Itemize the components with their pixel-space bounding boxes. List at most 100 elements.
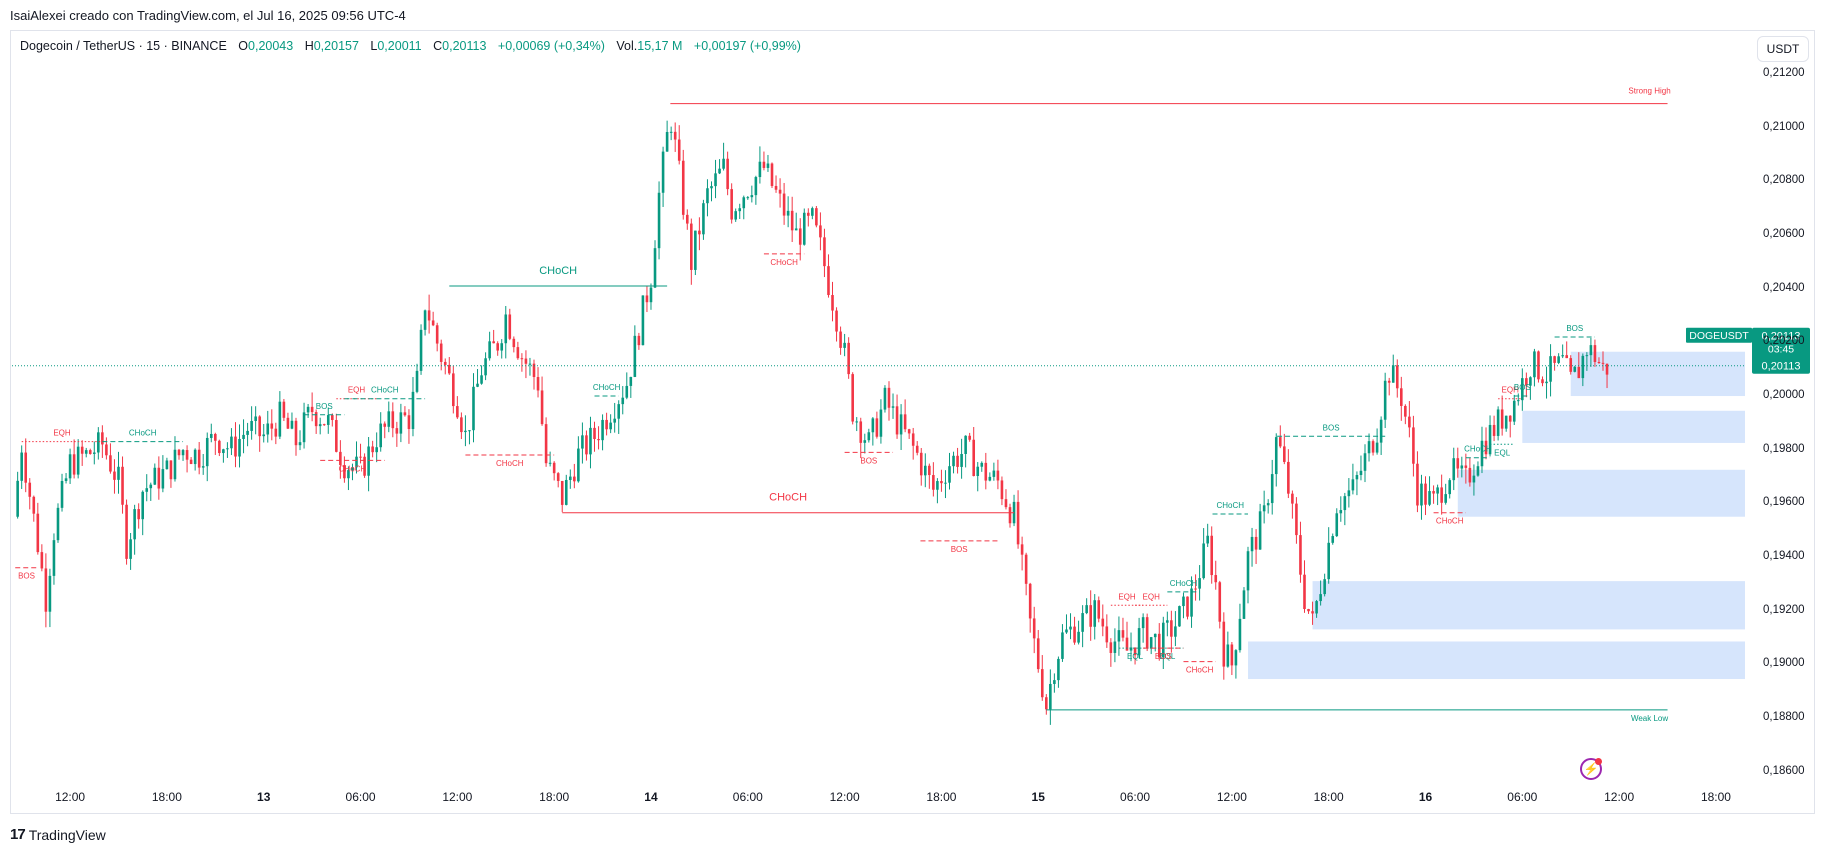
candle-body [1351,479,1355,491]
candle-body [984,462,988,481]
candle-body [1101,618,1105,627]
price-axis-label: 0,19800 [1763,442,1805,455]
candle-body [1234,650,1238,666]
candle-body [40,552,44,569]
candle-body [290,420,294,429]
candle-body [476,383,479,387]
alert-flash-icon[interactable]: ⚡ [1580,758,1602,780]
candle-body [294,420,298,446]
candle-body [1412,427,1415,464]
candle-body [1311,611,1314,614]
candle-body [972,439,976,477]
candle-body [169,460,173,480]
candle-body [1436,487,1439,494]
candle-body [996,470,1000,481]
candle-body [1250,536,1254,552]
candle-body [318,424,322,427]
candle-body [936,481,939,490]
candle-body [439,343,443,362]
close-label: C [433,39,443,53]
candle-body [1585,355,1589,357]
candle-body [1500,409,1504,429]
candle-body [20,452,23,481]
candle-body [1242,590,1246,619]
candle-body [32,496,36,514]
symbol-title[interactable]: Dogecoin / TetherUS · 15 · BINANCE [20,39,227,53]
candle-body [782,193,786,216]
candle-body [1331,536,1335,543]
candle-body [823,237,826,267]
candle-body [1105,626,1109,643]
candle-body [774,185,778,190]
structure-label: BOS [860,456,877,465]
candle-body [326,415,330,425]
candle-body [1157,633,1161,658]
candle-body [480,375,483,384]
candle-body [1581,355,1585,379]
price-axis-label: 0,19000 [1763,657,1805,670]
close-value: 0,20113 [442,39,487,53]
candle-body [1440,487,1443,503]
chart-frame [10,30,1815,814]
price-axis-label: 0,20800 [1763,174,1805,187]
candle-body [1529,377,1532,386]
candle-body [1129,647,1133,651]
candle-body [657,192,661,249]
currency-button[interactable]: USDT [1757,36,1809,62]
candle-body [1230,644,1234,666]
candle-body [1512,400,1516,422]
candle-body [528,363,532,365]
candle-body [548,462,552,464]
candle-body [819,225,822,238]
candle-body [706,188,709,204]
open-label: O [238,39,249,53]
candle-body [1238,618,1242,651]
candle-body [1254,536,1258,550]
candle-body [351,467,354,471]
candle-body [589,427,592,455]
candle-body [629,376,633,386]
candle-body [1492,424,1496,436]
time-axis-label: 14 [644,790,658,804]
candle-body [560,480,564,505]
candle-body [335,420,338,452]
candle-body [952,455,955,467]
structure-label: CHoCH [339,464,367,473]
candle-body [488,341,491,359]
candle-body [1133,647,1137,656]
candle-body [1109,642,1113,653]
structure-label: CHoCH [769,492,807,504]
candle-body [573,476,576,482]
candle-body [802,212,806,245]
candle-body [718,168,721,174]
candle-body [1202,543,1205,579]
candle-body [645,295,649,303]
candle-body [948,466,951,483]
candle-body [754,177,758,196]
candle-body [165,460,169,470]
candle-body [1601,362,1605,364]
candle-body [363,456,366,476]
tradingview-logo[interactable]: 17 TradingView [10,826,106,843]
structure-label: CHoCH [593,383,621,392]
open-value: 0,20043 [248,39,294,53]
candle-body [222,449,225,454]
time-axis-label: 12:00 [1216,790,1247,804]
time-axis-label: 12:00 [1604,790,1635,804]
candle-body [968,435,971,440]
candle-body [1355,475,1359,480]
candle-body [1476,466,1480,476]
candle-body [512,338,516,348]
candle-body [1327,542,1330,580]
candle-body [1516,400,1520,402]
candle-body [468,430,471,432]
candle-body [472,386,475,431]
price-tag-value: 0,20113 [1762,331,1801,343]
price-axis-label: 0,20200 [1763,335,1805,348]
price-axis-label: 0,21200 [1763,67,1805,80]
candle-body [181,450,185,456]
candle-body [443,361,447,365]
candle-body [133,509,136,540]
candle-body [403,412,407,416]
